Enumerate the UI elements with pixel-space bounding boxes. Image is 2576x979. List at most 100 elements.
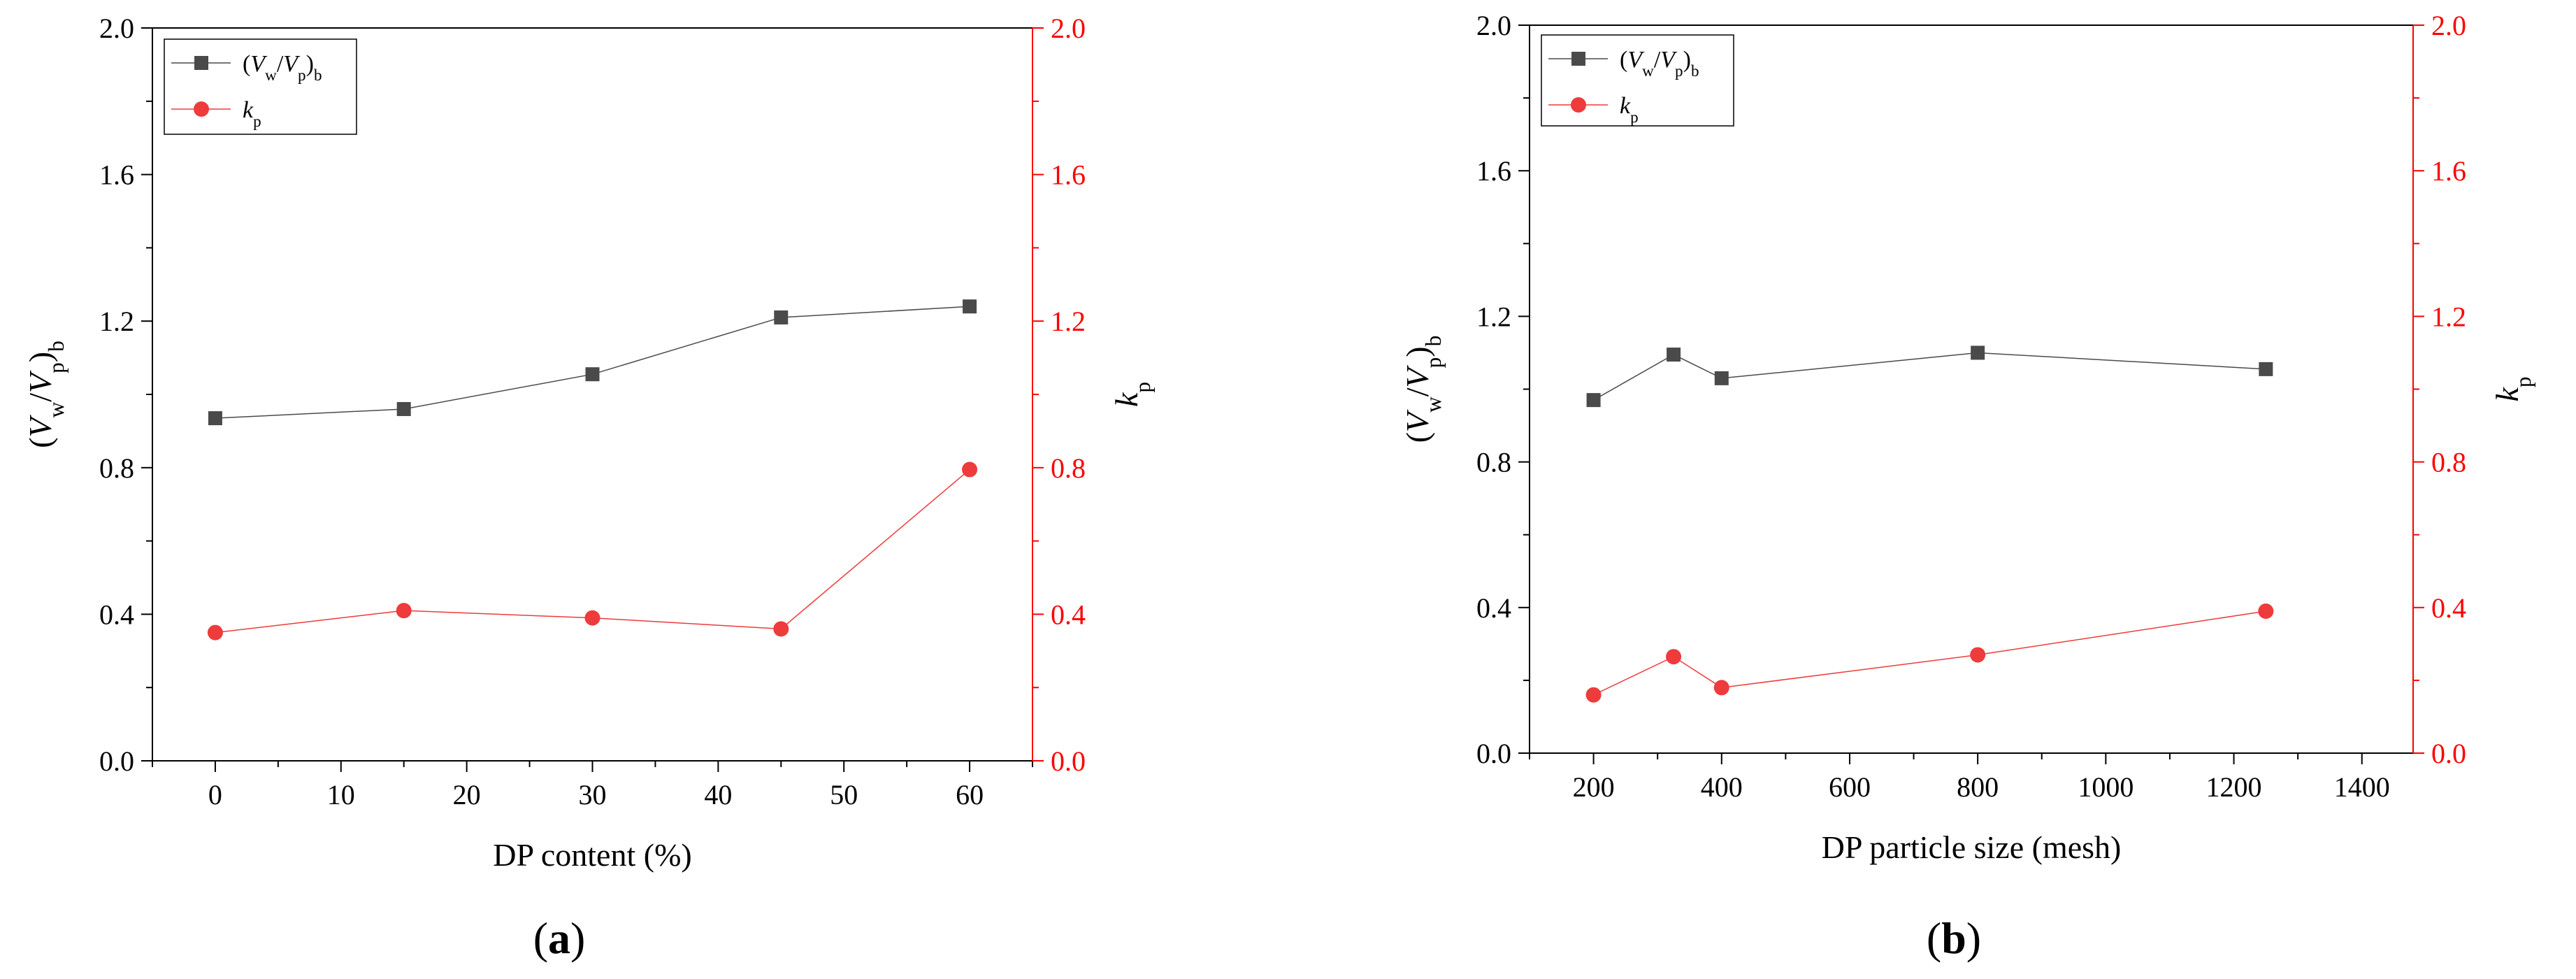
x-tick-label: 1200 [2206,771,2262,803]
y-tick-label: 0.4 [99,599,134,630]
data-point-circle [773,621,789,637]
label-part: w [1421,396,1446,413]
label-part: p [298,66,306,85]
data-point-circle [1666,649,1682,665]
y2-tick-label: 0.8 [1051,452,1086,484]
chart-panel-b: 200 400 600 800 1000 1200 1400 0.0 0.4 0.8 1.2 1.6 2… [1399,10,2535,963]
series-line-0 [1593,352,2266,401]
y-tick-label: 1.6 [1476,155,1511,187]
label-part: b [314,66,322,85]
y-tick-label: 0.8 [1476,447,1511,478]
data-point-circle [1970,647,1986,663]
y2-tick-label: 2.0 [1051,13,1086,44]
y-tick-label: 0.0 [99,745,134,777]
legend-label: kp [243,97,261,131]
y-tick-label: 0.4 [1476,592,1511,624]
y2-axis-title: kp [1109,382,1155,407]
label-part: p [1675,62,1683,80]
data-point-circle [396,603,412,619]
x-tick-label: 600 [1829,771,1871,803]
data-point-circle [1713,680,1729,696]
x-tick-label: 800 [1957,771,1999,803]
legend: (Vw/Vp)bkp [1541,34,1734,127]
x-tick-label: 30 [579,779,607,810]
data-point-square [208,411,222,426]
y-tick-label: 2.0 [99,13,134,44]
x-axis-title: DP particle size (mesh) [1822,829,2122,865]
x-tick-label: 10 [327,779,355,810]
y2-tick-label: 0.0 [1051,745,1086,777]
y-axis-title: (Vw/Vp)b [22,341,69,448]
series-line-0 [215,306,970,419]
label-part: p [1421,357,1446,369]
label-part: k [243,97,254,123]
label-part: ( [1620,47,1627,73]
label-part: b [44,341,69,352]
data-point-square [1971,345,1985,360]
y-axis-title: (Vw/Vp)b [1399,336,1446,443]
y-tick-label: 1.2 [1476,301,1511,332]
label-part: w [265,66,277,85]
data-point-square [963,299,977,314]
y2-tick-label: 1.2 [2431,301,2466,332]
label-part: ) [1399,346,1435,357]
y-tick-label: 0.0 [1476,738,1511,769]
panel-letter: a [548,913,570,963]
x-tick-label: 400 [1701,771,1743,803]
panel-paren-open: ( [533,913,548,963]
legend: (Vw/Vp)bkp [164,38,357,135]
label-part: ) [1683,47,1691,73]
legend-marker-circle [1571,97,1586,113]
label-part: V [22,414,58,437]
y2-axis-title: kp [2489,376,2535,401]
y2-tick-label: 0.8 [2431,447,2466,478]
y2-tick-label: 0.0 [2431,738,2466,769]
data-point-square [774,310,789,324]
data-point-circle [207,624,223,641]
label-part: b [1421,336,1446,347]
label-part: k [2489,387,2525,402]
y-tick-label: 1.6 [99,159,134,191]
data-point-circle [1585,687,1602,703]
y2-tick-label: 0.4 [1051,599,1086,630]
label-part: ) [306,51,314,77]
label-part: V [22,370,58,393]
data-point-square [1714,371,1729,385]
data-point-circle [584,610,600,626]
label-part: ( [243,51,250,77]
y-tick-label: 1.2 [99,306,134,337]
data-point-square [585,367,600,382]
legend-box [164,38,357,135]
label-part: w [1642,62,1654,80]
y2-tick-label: 1.6 [1051,159,1086,191]
y2-tick-label: 2.0 [2431,10,2466,41]
data-point-square [2259,362,2273,376]
x-tick-label: 40 [704,779,732,810]
label-part: V [1399,409,1435,432]
series-line-1 [215,469,970,634]
label-part: p [44,362,69,373]
panel-label: (b) [1927,913,1981,963]
x-tick-label: 60 [956,779,984,810]
label-part: / [277,51,284,77]
label-part: ) [22,352,58,362]
chart-panel-a: 0 10 20 30 40 50 60 0.0 0.4 0.8 1.2 1.6 2.0 0.0 0.4 0.8… [22,13,1155,963]
panel-label: (a) [533,913,586,963]
panel-paren-close: ) [570,913,585,963]
x-tick-label: 1400 [2334,771,2390,803]
label-part: p [1630,108,1639,127]
label-part: / [22,393,58,402]
panel-paren-open: ( [1927,913,1941,963]
label-part: k [1620,93,1631,119]
y2-tick-label: 1.6 [2431,155,2466,187]
label-part: / [1654,47,1661,73]
series-line-1 [1593,610,2266,696]
x-tick-label: 0 [208,779,222,810]
y-tick-label: 0.8 [99,452,134,484]
label-part: p [253,113,261,131]
panel-letter: b [1941,913,1966,963]
y2-tick-label: 1.2 [1051,306,1086,337]
label-part: p [1130,382,1155,393]
legend-marker-square [194,56,208,70]
